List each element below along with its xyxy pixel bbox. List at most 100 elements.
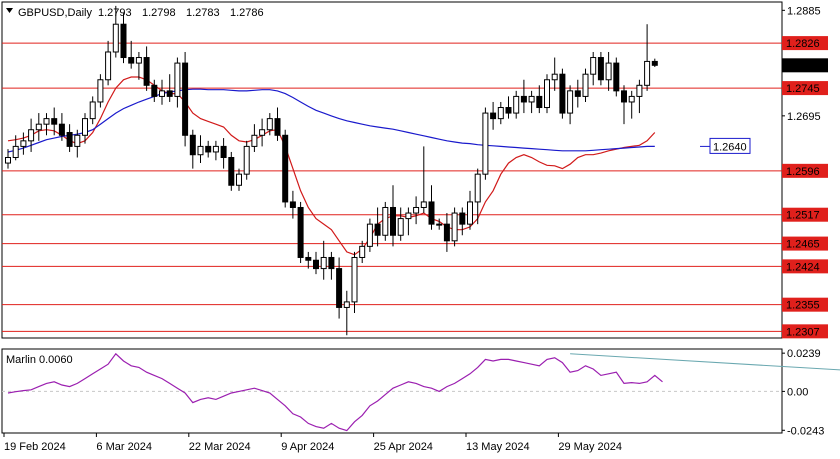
marlin-tick-label: 0.00 [787,386,808,398]
candle-body [651,60,658,66]
candle-body [428,201,435,225]
level-tag [782,81,828,96]
candle-body [343,301,350,308]
candle-body [143,57,150,86]
candle-body [443,223,450,242]
horizontal-levels [2,42,782,332]
candle-body [474,173,481,203]
chart-title: GBPUSD,Daily [18,7,92,19]
candle-body [574,90,581,97]
candle-body [189,134,196,156]
candle-body [128,57,135,64]
candle-body [390,206,396,236]
level-tag [782,236,828,251]
candle-body [266,118,273,131]
level-label: 1.2465 [786,239,820,251]
candle-body [613,62,620,92]
candle-body [636,84,643,97]
candle-body [644,60,651,86]
marlin-tick-label: 0.0239 [787,348,821,360]
candle-body [490,112,497,120]
candle-body [413,206,420,214]
candle-body [282,134,289,203]
ohlc-high: 1.2798 [142,7,176,19]
candle-body [467,201,473,225]
ohlc-low: 1.2783 [186,7,220,19]
x-tick-label: 13 May 2024 [466,441,530,453]
marlin-title: Marlin 0.0060 [6,354,73,366]
candle-body [366,223,373,247]
slow-ma-line [7,88,655,153]
candle-body [120,23,127,59]
x-tick-label: 9 Apr 2024 [281,441,334,453]
candle-body [89,101,96,120]
candle-body [112,23,119,53]
x-tick-label: 22 Mar 2024 [189,441,251,453]
candle-body [305,256,312,261]
title-triangle-icon [6,8,13,13]
price-axis: 1.2826 1.2745 1.2596 1.2517 1.2465 1.2424 1.23… [782,5,828,339]
level-tag [782,207,828,222]
candle-body [497,107,504,120]
candle-body [151,84,158,97]
level-label: 1.2517 [786,210,820,222]
candle-body [359,245,366,258]
candle-body [582,73,589,97]
fast-ma-line [7,76,656,256]
candle-body [135,57,142,64]
level-tag [782,297,828,312]
candle-body [51,118,58,125]
marlin-tick-label: -0.0243 [787,425,824,437]
candle-body [205,145,212,153]
candle-body [66,132,73,147]
candle-body [397,218,404,236]
y-tick-label: 1.2695 [787,111,821,123]
candle-body [212,145,219,153]
level-tag [782,36,828,51]
candle-body [590,57,597,75]
x-tick-label: 6 Mar 2024 [96,441,152,453]
candle-body [297,206,304,258]
candle-body [58,123,65,136]
price-pane: 1.2640 1.28261.27451.25961.25171.24651.2… [1,1,828,339]
level-label: 1.2826 [786,38,820,50]
price-pane-frame [1,1,783,339]
x-tick-label: 19 Feb 2024 [4,441,66,453]
candle-body [82,118,88,136]
candle-body [220,145,227,159]
ma-label-box [709,137,751,154]
candle-body [436,223,443,226]
x-tick-label: 29 May 2024 [558,441,622,453]
candle-body [197,145,204,156]
marlin-pane: 0.0239 0.00 -0.0243 Marlin 0.0060 [1,348,840,437]
candle-body [236,173,242,186]
candle-body [313,259,319,270]
candle-body [35,123,42,131]
candle-body [320,256,327,270]
marlin-lines [2,352,840,432]
level-tag [782,259,828,274]
candle-body [544,79,550,109]
level-tag [782,163,828,178]
marlin-line [7,352,663,432]
candle-body [289,201,296,208]
candle-body [605,62,612,81]
candle-body [520,95,527,103]
candle-body [505,107,512,114]
candle-body [74,134,81,147]
level-label: 1.2307 [786,326,820,338]
candle-body [105,51,112,81]
candle-body [259,129,266,136]
candle-body [420,201,427,208]
candle-body [159,90,165,97]
candle-body [28,129,35,142]
moving-averages: 1.2640 [7,76,751,256]
marlin-trend-line [570,353,840,371]
x-tick-label: 25 Apr 2024 [374,441,433,453]
candle-body [374,223,381,236]
y-tick-label: 1.2885 [787,5,821,17]
candle-body [243,145,250,175]
candle-body [5,157,11,164]
candle-body [336,268,343,308]
candles [5,5,658,336]
